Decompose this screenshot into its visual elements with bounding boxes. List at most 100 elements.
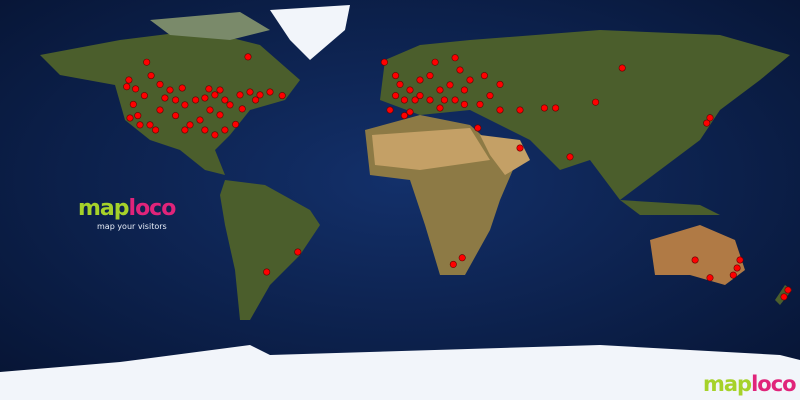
visitor-marker: [416, 76, 424, 84]
corner-logo-text-map: map: [703, 372, 752, 396]
visitor-marker: [206, 106, 214, 114]
visitor-marker: [618, 64, 626, 72]
visitor-marker: [172, 96, 180, 104]
visitor-marker: [451, 96, 459, 104]
visitor-marker: [406, 108, 414, 116]
visitor-marker: [474, 124, 482, 132]
visitor-marker: [392, 92, 400, 100]
visitor-marker: [172, 112, 180, 120]
visitor-marker: [140, 92, 148, 100]
visitor-marker: [156, 80, 164, 88]
visitor-marker: [496, 80, 504, 88]
logo-text-map: map: [78, 196, 130, 221]
visitor-marker: [294, 248, 302, 256]
visitor-marker: [166, 86, 174, 94]
visitor-marker: [426, 96, 434, 104]
visitor-marker: [566, 153, 574, 161]
visitor-marker: [143, 58, 151, 66]
south-america: [220, 180, 320, 320]
visitor-marker: [263, 268, 271, 276]
visitor-marker: [460, 86, 468, 94]
visitor-marker: [480, 72, 488, 80]
visitor-marker: [706, 274, 714, 282]
visitor-marker: [246, 88, 254, 96]
visitor-marker: [226, 101, 234, 109]
visitor-marker: [181, 101, 189, 109]
visitor-marker: [186, 121, 194, 129]
visitor-marker: [460, 100, 468, 108]
visitor-marker: [125, 76, 133, 84]
visitor-marker: [486, 92, 494, 100]
visitor-marker: [152, 126, 160, 134]
visitor-marker: [436, 104, 444, 112]
logo-tagline: map your visitors: [97, 222, 167, 231]
visitor-marker: [426, 72, 434, 80]
visitor-marker: [436, 86, 444, 94]
visitor-marker: [400, 112, 408, 120]
visitor-marker: [221, 96, 229, 104]
visitor-marker: [449, 260, 457, 268]
visitor-marker: [729, 271, 737, 279]
visitor-marker: [466, 76, 474, 84]
visitor-marker: [540, 104, 548, 112]
visitor-marker: [496, 106, 504, 114]
indonesia: [620, 200, 720, 215]
visitor-marker: [266, 88, 274, 96]
visitor-marker: [440, 96, 448, 104]
visitor-marker: [456, 66, 464, 74]
visitor-marker: [147, 72, 155, 80]
visitor-marker: [278, 92, 286, 100]
visitor-marker: [181, 126, 189, 134]
visitor-marker: [386, 106, 394, 114]
continents: [40, 12, 792, 320]
visitor-marker: [446, 81, 454, 89]
visitor-marker: [592, 98, 600, 106]
visitor-marker: [406, 86, 414, 94]
visitor-marker: [431, 58, 439, 66]
visitor-marker: [256, 91, 264, 99]
visitor-marker: [134, 112, 142, 120]
visitor-marker: [736, 256, 744, 264]
visitor-marker: [476, 100, 484, 108]
visitor-marker: [161, 94, 169, 102]
visitor-marker: [205, 85, 213, 93]
visitor-marker: [392, 72, 400, 80]
visitor-marker: [132, 85, 140, 93]
antarctica: [0, 345, 800, 400]
visitor-marker: [201, 94, 209, 102]
maploco-corner-logo[interactable]: maploco: [703, 372, 797, 396]
visitor-marker: [211, 131, 219, 139]
visitor-marker: [201, 126, 209, 134]
visitor-marker: [156, 106, 164, 114]
visitor-marker: [126, 114, 134, 122]
visitor-marker: [232, 120, 240, 128]
visitor-marker: [244, 53, 252, 61]
visitor-marker: [396, 80, 404, 88]
visitor-marker: [691, 256, 699, 264]
visitor-marker: [458, 254, 466, 262]
arabia: [480, 135, 530, 175]
visitor-marker: [146, 121, 154, 129]
visitor-marker: [236, 91, 244, 99]
maploco-logo[interactable]: maploco: [78, 196, 177, 221]
australia: [650, 225, 745, 285]
visitor-marker: [706, 114, 714, 122]
visitor-marker: [136, 121, 144, 129]
visitor-marker: [178, 84, 186, 92]
visitor-marker: [192, 96, 200, 104]
logo-text-loco: loco: [128, 196, 177, 221]
corner-logo-text-loco: loco: [751, 372, 797, 396]
greenland: [270, 5, 350, 60]
visitor-marker: [784, 286, 792, 294]
visitor-marker: [451, 54, 459, 62]
visitor-marker: [516, 144, 524, 152]
visitor-marker: [703, 119, 711, 127]
north-america: [40, 30, 300, 175]
visitor-marker: [411, 96, 419, 104]
sahara: [372, 128, 490, 170]
visitor-marker: [416, 92, 424, 100]
visitor-markers: [123, 53, 792, 301]
canadian-arctic: [150, 12, 270, 40]
visitor-marker: [252, 96, 260, 104]
